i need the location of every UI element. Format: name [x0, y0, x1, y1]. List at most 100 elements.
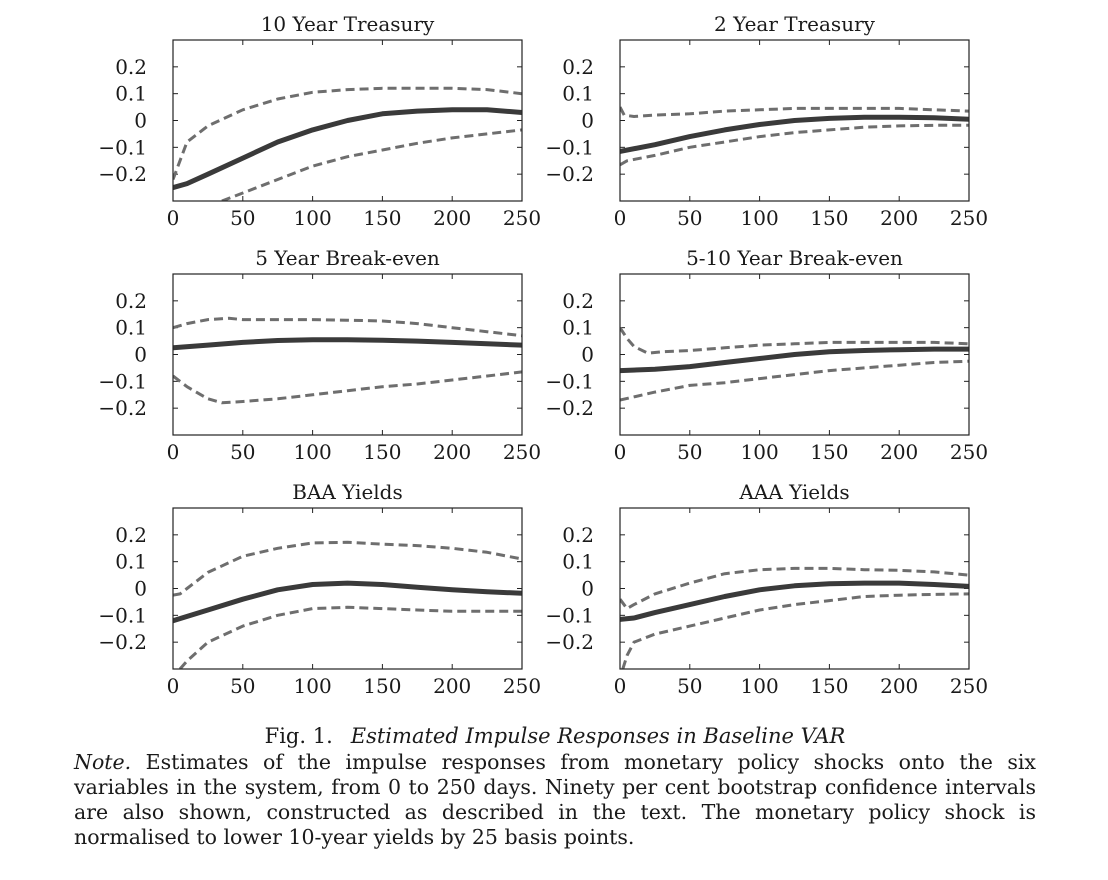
- series-line-lower: [173, 370, 522, 405]
- figure-caption: Fig. 1. Estimated Impulse Responses in Ba…: [74, 724, 1036, 850]
- series-line-lower: [620, 359, 969, 402]
- x-tick-label: 250: [503, 440, 541, 464]
- series-line-estimate: [620, 580, 969, 622]
- y-tick-label: 0.1: [562, 316, 594, 340]
- series-line-lower: [621, 592, 969, 669]
- y-tick-label: 0: [581, 109, 594, 133]
- y-tick-label: −0.1: [98, 135, 147, 159]
- series-line-estimate: [173, 107, 522, 191]
- series-line-upper: [173, 86, 522, 181]
- note-label: Note.: [74, 750, 132, 774]
- series-line-lower: [178, 605, 522, 669]
- series-line-estimate: [173, 580, 522, 624]
- series-line-estimate: [620, 346, 969, 374]
- x-tick-label: 250: [503, 206, 541, 230]
- x-tick-label: 200: [880, 206, 918, 230]
- plot-frame: [172, 273, 523, 436]
- y-tick-label: 0.2: [115, 523, 147, 547]
- x-tick-label: 0: [614, 440, 627, 464]
- series-line-upper: [173, 540, 522, 597]
- y-tick-label: 0.2: [115, 289, 147, 313]
- y-tick-label: 0: [581, 343, 594, 367]
- figure-label: Fig. 1.: [264, 724, 333, 748]
- y-tick-label: 0.2: [562, 55, 594, 79]
- x-tick-label: 100: [741, 206, 779, 230]
- caption-title: Fig. 1. Estimated Impulse Responses in Ba…: [74, 724, 1036, 748]
- y-tick-label: −0.1: [98, 603, 147, 627]
- chart-title: 2 Year Treasury: [714, 12, 876, 36]
- x-tick-label: 50: [677, 206, 702, 230]
- y-tick-label: −0.1: [545, 135, 594, 159]
- x-tick-label: 0: [614, 674, 627, 698]
- series-line-upper: [620, 326, 969, 355]
- plot-frame: [172, 39, 523, 202]
- x-tick-label: 100: [294, 674, 332, 698]
- series-line-lower: [221, 128, 522, 201]
- x-tick-label: 0: [167, 206, 180, 230]
- y-tick-label: −0.2: [98, 162, 147, 186]
- x-tick-label: 250: [950, 206, 988, 230]
- x-tick-label: 50: [230, 440, 255, 464]
- chart-title: AAA Yields: [738, 480, 849, 504]
- y-tick-label: −0.2: [545, 162, 594, 186]
- y-tick-label: −0.2: [545, 630, 594, 654]
- y-tick-label: 0.2: [115, 55, 147, 79]
- y-tick-label: 0: [134, 343, 147, 367]
- x-tick-label: 200: [880, 440, 918, 464]
- y-tick-label: −0.2: [98, 630, 147, 654]
- figure-title: Estimated Impulse Responses in Baseline …: [350, 724, 846, 748]
- chart-panel-4: 5-10 Year Break-even 0 50 100 150 200 250 0.2 0.…: [545, 246, 988, 464]
- plot-frame: [619, 273, 970, 436]
- note-text: Estimates of the impulse responses from …: [74, 750, 1036, 849]
- y-tick-label: 0.2: [562, 289, 594, 313]
- x-tick-label: 0: [167, 674, 180, 698]
- x-tick-label: 0: [167, 440, 180, 464]
- x-tick-label: 50: [230, 674, 255, 698]
- x-tick-label: 150: [810, 674, 848, 698]
- y-tick-label: −0.2: [545, 396, 594, 420]
- y-tick-label: 0: [134, 577, 147, 601]
- x-tick-label: 50: [677, 674, 702, 698]
- x-tick-label: 100: [294, 206, 332, 230]
- series-line-upper: [173, 316, 522, 338]
- series-line-upper: [620, 106, 969, 118]
- x-tick-label: 100: [294, 440, 332, 464]
- x-tick-label: 200: [880, 674, 918, 698]
- y-tick-label: −0.2: [98, 396, 147, 420]
- y-tick-label: −0.1: [98, 369, 147, 393]
- x-tick-label: 150: [363, 674, 401, 698]
- chart-title: 5-10 Year Break-even: [686, 246, 903, 270]
- y-tick-label: 0: [581, 577, 594, 601]
- x-tick-label: 100: [741, 440, 779, 464]
- y-tick-label: 0.1: [115, 550, 147, 574]
- plot-frame: [172, 507, 523, 670]
- plot-frame: [619, 39, 970, 202]
- y-tick-label: −0.1: [545, 369, 594, 393]
- x-tick-label: 150: [363, 440, 401, 464]
- plot-frame: [619, 507, 970, 670]
- x-tick-label: 250: [950, 674, 988, 698]
- x-tick-label: 150: [363, 206, 401, 230]
- x-tick-label: 250: [503, 674, 541, 698]
- x-tick-label: 100: [741, 674, 779, 698]
- series-line-upper: [620, 566, 969, 611]
- x-tick-label: 200: [433, 440, 471, 464]
- y-tick-label: 0.1: [562, 82, 594, 106]
- y-tick-label: 0.2: [562, 523, 594, 547]
- y-tick-label: 0.1: [562, 550, 594, 574]
- series-line-estimate: [620, 114, 969, 154]
- x-tick-label: 150: [810, 206, 848, 230]
- y-tick-label: 0.1: [115, 82, 147, 106]
- y-tick-label: −0.1: [545, 603, 594, 627]
- chart-title: 5 Year Break-even: [255, 246, 440, 270]
- series-line-estimate: [173, 337, 522, 351]
- x-tick-label: 50: [230, 206, 255, 230]
- chart-title: 10 Year Treasury: [261, 12, 435, 36]
- caption-note: Note. Estimates of the impulse responses…: [74, 750, 1036, 850]
